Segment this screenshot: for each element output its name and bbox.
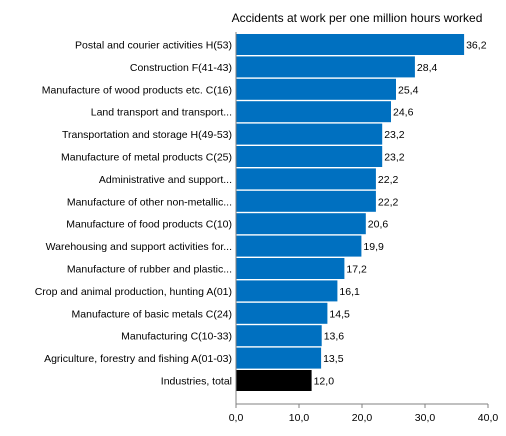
bar (236, 347, 322, 369)
category-label: Warehousing and support activities for..… (46, 241, 232, 253)
category-label: Manufacturing C(10-33) (121, 331, 232, 343)
x-tick-label: 30,0 (415, 412, 436, 424)
bar (236, 235, 362, 257)
category-label: Crop and animal production, hunting A(01… (35, 286, 232, 298)
category-label: Industries, total (161, 376, 232, 388)
data-label: 20,6 (368, 219, 389, 231)
category-label: Postal and courier activities H(53) (75, 40, 232, 52)
category-label: Manufacture of basic metals C(24) (72, 308, 232, 320)
bar (236, 78, 396, 100)
bar-industries-total (236, 370, 312, 391)
bar (236, 325, 322, 347)
x-tick-label: 20,0 (352, 412, 373, 424)
x-tick-label: 10,0 (289, 412, 310, 424)
chart-title: Accidents at work per one million hours … (232, 11, 483, 25)
data-label: 13,5 (323, 353, 344, 365)
x-axis: 0,0 10,0 20,0 30,0 40,0 (229, 32, 499, 424)
category-label: Manufacture of rubber and plastic... (67, 264, 232, 276)
category-label: Agriculture, forestry and fishing A(01-0… (44, 353, 232, 365)
data-label: 14,5 (329, 308, 350, 320)
data-label: 24,6 (393, 107, 414, 119)
category-label: Manufacture of wood products etc. C(16) (42, 84, 232, 96)
data-label: 13,6 (324, 331, 345, 343)
x-tick-label: 0,0 (229, 412, 244, 424)
bar (236, 258, 345, 279)
data-label: 23,2 (384, 129, 405, 141)
bar (236, 190, 376, 212)
data-label: 16,1 (339, 286, 360, 298)
bar (236, 123, 383, 145)
data-label: 19,9 (363, 241, 384, 253)
category-label: Transportation and storage H(49-53) (62, 129, 232, 141)
category-label: Manufacture of other non-metallic... (67, 196, 232, 208)
bar (236, 56, 415, 78)
bar (236, 213, 366, 235)
category-label: Administrative and support... (99, 174, 232, 186)
category-label: Land transport and transport... (91, 107, 232, 119)
bar (236, 302, 328, 324)
data-label: 22,2 (378, 196, 399, 208)
bar (236, 168, 376, 190)
category-label: Construction F(41-43) (130, 62, 232, 74)
bar (236, 146, 383, 167)
data-label: 28,4 (417, 62, 438, 74)
category-label: Manufacture of food products C(10) (66, 219, 232, 231)
data-label: 36,2 (466, 40, 487, 52)
bars-layer: Postal and courier activities H(53) 36,2 C… (35, 34, 487, 391)
bar (236, 34, 465, 55)
data-label: 22,2 (378, 174, 399, 186)
data-label: 12,0 (314, 376, 335, 388)
data-label: 25,4 (398, 84, 419, 96)
category-label: Manufacture of metal products C(25) (61, 152, 232, 164)
bar (236, 280, 338, 302)
x-tick-label: 40,0 (478, 412, 499, 424)
bar (236, 101, 391, 123)
data-label: 17,2 (346, 264, 367, 276)
data-label: 23,2 (384, 152, 405, 164)
